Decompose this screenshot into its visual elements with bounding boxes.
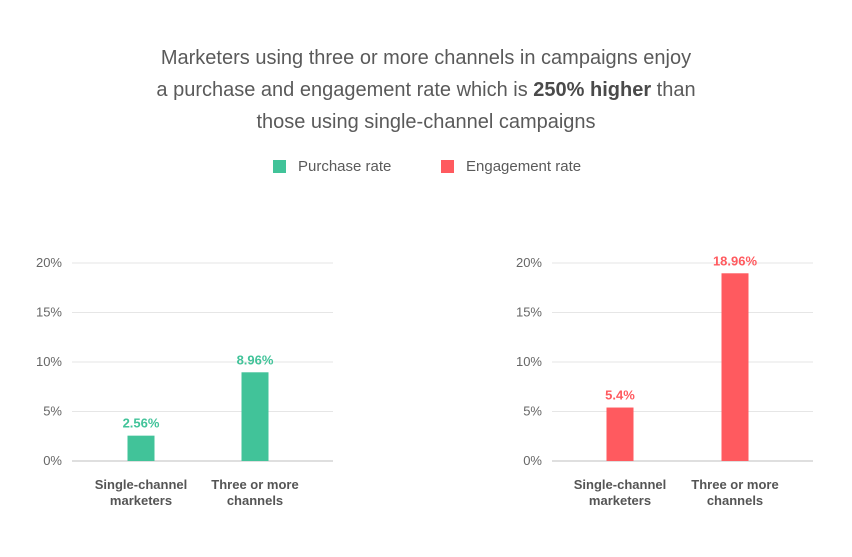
legend-item-engagement: Engagement rate	[441, 158, 581, 175]
data-label: 2.56%	[123, 416, 160, 431]
y-tick-label: 15%	[516, 305, 542, 320]
title-line-3: those using single-channel campaigns	[256, 111, 596, 133]
y-tick-label: 20%	[36, 255, 62, 270]
y-tick-label: 0%	[523, 453, 542, 468]
title-line-2-start: a purchase and engagement rate which is	[156, 79, 534, 101]
y-tick-label: 10%	[36, 354, 62, 369]
y-tick-label: 20%	[516, 255, 542, 270]
x-category-label: Single-channel	[574, 477, 666, 492]
data-label: 8.96%	[237, 352, 274, 367]
legend-swatch-purchase	[273, 160, 286, 173]
data-label: 18.96%	[713, 253, 758, 268]
data-label: 5.4%	[605, 388, 635, 403]
x-category-label: channels	[707, 493, 763, 508]
bar	[721, 273, 749, 461]
y-tick-label: 5%	[523, 404, 542, 419]
x-category-label: Single-channel	[95, 477, 187, 492]
legend: Purchase rate Engagement rate	[0, 158, 852, 180]
y-tick-label: 0%	[43, 453, 62, 468]
title-line-2-end: than	[651, 79, 696, 101]
bar	[127, 435, 155, 461]
title-line-1: Marketers using three or more channels i…	[160, 47, 692, 69]
legend-label-purchase: Purchase rate	[298, 158, 392, 175]
legend-item-purchase: Purchase rate	[273, 158, 391, 175]
bar	[241, 372, 269, 461]
y-tick-label: 5%	[43, 404, 62, 419]
x-category-label: channels	[227, 493, 283, 508]
x-category-label: marketers	[110, 493, 172, 508]
x-category-label: Three or more	[211, 477, 298, 492]
chart-title: Marketers using three or more channels i…	[0, 42, 852, 138]
x-category-label: marketers	[589, 493, 651, 508]
legend-swatch-engagement	[441, 160, 454, 173]
title-line-2: a purchase and engagement rate which is …	[0, 74, 852, 106]
y-tick-label: 10%	[516, 354, 542, 369]
y-tick-label: 15%	[36, 305, 62, 320]
bar	[606, 407, 634, 461]
x-category-label: Three or more	[691, 477, 778, 492]
legend-label-engagement: Engagement rate	[466, 158, 582, 175]
title-highlight: 250% higher	[533, 79, 652, 101]
